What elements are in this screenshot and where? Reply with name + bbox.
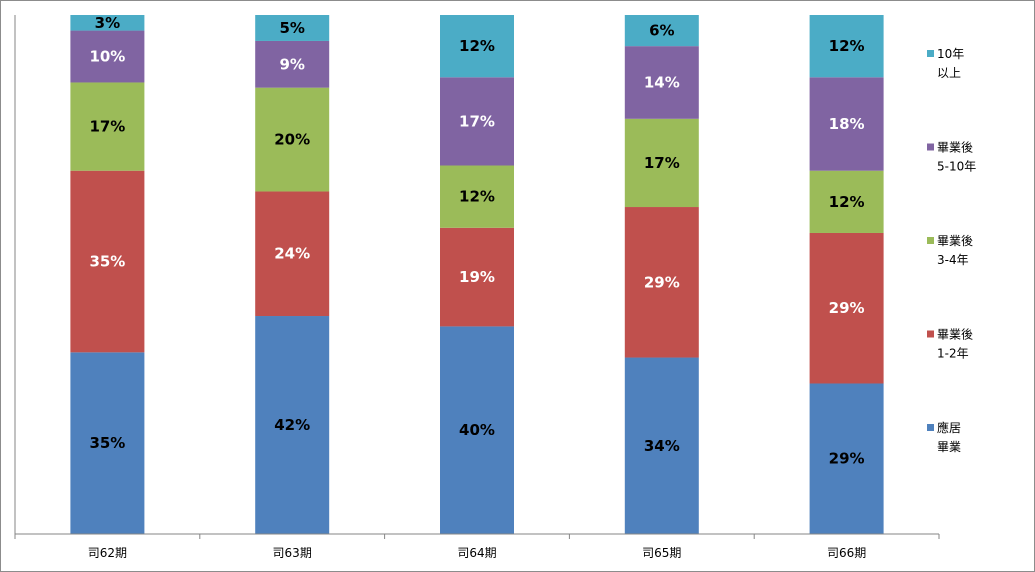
legend-label: 畢業: [937, 440, 961, 454]
data-label-3-4: 17%: [459, 112, 495, 130]
data-label-2-2: 24%: [274, 245, 310, 263]
data-label-4-1: 34%: [644, 437, 680, 455]
bar-segment-3-2: [440, 227, 514, 327]
data-label-5-3: 12%: [829, 193, 865, 211]
x-tick-label: 司63期: [273, 546, 312, 560]
data-label-4-5: 6%: [649, 22, 674, 40]
x-tick-label: 司64期: [457, 546, 496, 560]
legend-swatch: [927, 143, 934, 151]
bar-segment-2-5: [255, 15, 330, 41]
data-label-5-5: 12%: [829, 37, 865, 55]
data-label-3-2: 19%: [459, 268, 495, 286]
bar-segment-4-3: [624, 118, 699, 208]
bar-segment-5-4: [809, 77, 884, 171]
legend-label: 1-2年: [937, 347, 969, 361]
bar-segment-3-3: [440, 165, 514, 228]
data-label-3-3: 12%: [459, 188, 495, 206]
bar-segment-3-4: [440, 77, 514, 166]
legend-swatch: [927, 424, 934, 431]
bar-segment-5-3: [809, 170, 884, 233]
bar-segment-5-2: [809, 232, 884, 384]
data-label-5-2: 29%: [829, 299, 865, 317]
bar-segment-2-4: [255, 40, 330, 88]
data-label-1-2: 35%: [89, 253, 125, 271]
bar-segment-3-1: [440, 326, 514, 534]
bar-segment-2-3: [255, 87, 330, 192]
data-label-4-4: 14%: [644, 73, 680, 91]
bar-segment-4-1: [624, 357, 699, 534]
data-label-2-1: 42%: [274, 416, 310, 434]
data-label-2-5: 5%: [279, 19, 304, 37]
legend-label: 5-10年: [937, 160, 976, 174]
data-label-3-1: 40%: [459, 421, 495, 439]
data-label-3-5: 12%: [459, 37, 495, 55]
bar-segment-5-1: [809, 383, 884, 534]
x-tick-label: 司65期: [642, 546, 681, 560]
data-label-1-3: 17%: [89, 118, 125, 136]
data-label-1-5: 3%: [95, 14, 120, 32]
data-label-2-3: 20%: [274, 131, 310, 149]
legend-label: 以上: [937, 66, 961, 80]
bars-group: 35% 35% 17% 10% 3% 42% 24% 20% 9% 5% 40% 19% 12% 17% 1…: [70, 14, 884, 534]
bar-segment-3-5: [440, 15, 514, 78]
legend-swatch: [927, 330, 934, 338]
legend-label: 畢業後: [937, 328, 973, 342]
legend-label: 3-4年: [937, 253, 969, 267]
data-label-5-1: 29%: [829, 450, 865, 468]
x-tick-label: 司66期: [827, 546, 866, 560]
legend-swatch: [927, 50, 934, 57]
bar-segment-1-1: [70, 352, 145, 534]
legend-label: 畢業後: [937, 234, 973, 248]
bar-segment-4-5: [624, 15, 699, 47]
bar-segment-5-5: [809, 15, 884, 78]
data-label-4-3: 17%: [644, 154, 680, 172]
data-label-4-2: 29%: [644, 273, 680, 291]
legend-label: 10年: [937, 47, 964, 61]
bar-segment-1-2: [70, 170, 145, 353]
bar-segment-1-3: [70, 82, 145, 171]
data-label-2-4: 9%: [279, 55, 304, 73]
legend-swatch: [927, 237, 934, 244]
data-label-5-4: 18%: [829, 115, 865, 133]
axes-group: 司62期 司63期 司64期 司65期 司66期: [14, 15, 940, 560]
legend-label: 應居: [937, 420, 961, 435]
bar-segment-4-2: [624, 207, 699, 358]
bar-segment-1-5: [70, 15, 145, 31]
bar-segment-2-1: [255, 316, 330, 534]
bar-segment-2-2: [255, 191, 330, 317]
x-tick-label: 司62期: [88, 546, 127, 560]
bar-segment-1-4: [70, 30, 145, 83]
data-label-1-1: 35%: [89, 434, 125, 452]
data-label-1-4: 10%: [89, 48, 125, 66]
bar-segment-4-4: [624, 46, 699, 119]
legend-label: 畢業後: [937, 141, 973, 155]
